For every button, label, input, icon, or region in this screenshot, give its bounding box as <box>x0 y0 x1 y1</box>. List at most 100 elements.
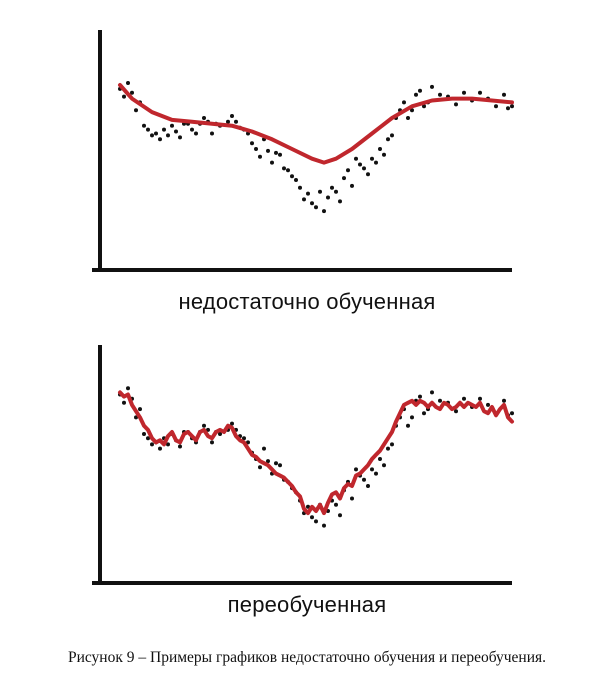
data-point <box>166 442 170 447</box>
fit-curve <box>118 83 514 165</box>
data-point <box>210 131 214 136</box>
data-point <box>366 172 370 177</box>
data-point <box>494 104 498 109</box>
data-point <box>290 174 294 179</box>
data-point <box>406 116 410 120</box>
data-point <box>454 102 458 107</box>
data-point <box>274 150 278 155</box>
data-point <box>142 432 146 436</box>
data-point <box>314 519 318 524</box>
data-point <box>230 114 234 118</box>
data-point <box>230 421 234 426</box>
data-point <box>306 191 310 196</box>
data-point <box>422 411 426 416</box>
data-point <box>478 90 482 95</box>
data-point <box>402 100 406 105</box>
data-point <box>122 94 126 99</box>
data-point <box>322 523 326 528</box>
overfit-label: переобученная <box>227 592 387 617</box>
data-point <box>266 459 270 464</box>
underfit-label: недостаточно обученная <box>178 289 436 314</box>
underfit-chart <box>92 30 514 272</box>
data-point <box>178 444 182 449</box>
data-point <box>362 166 366 171</box>
data-point <box>422 104 426 109</box>
data-point <box>142 123 146 128</box>
data-point <box>370 467 374 472</box>
data-point <box>278 152 282 157</box>
data-point <box>310 515 314 520</box>
data-point <box>386 137 390 142</box>
data-point <box>334 189 338 194</box>
fit-curve <box>118 390 514 516</box>
data-point <box>382 463 386 468</box>
data-point <box>330 185 334 190</box>
data-point <box>430 390 434 395</box>
data-point <box>258 154 262 159</box>
data-point <box>382 152 386 157</box>
data-point <box>502 398 506 403</box>
data-point <box>150 133 154 138</box>
data-point <box>362 477 366 482</box>
scatter-points <box>118 81 514 214</box>
data-point <box>418 394 422 399</box>
data-point <box>502 92 506 97</box>
data-point <box>354 467 358 472</box>
data-point <box>486 402 490 407</box>
data-point <box>150 442 154 447</box>
data-point <box>242 436 246 441</box>
data-point <box>258 465 262 470</box>
data-point <box>286 168 290 173</box>
data-point <box>202 116 206 120</box>
data-point <box>430 84 434 89</box>
data-point <box>218 432 222 436</box>
data-point <box>174 129 178 134</box>
data-point <box>506 106 510 111</box>
data-point <box>322 209 326 214</box>
data-point <box>462 396 466 401</box>
data-point <box>370 156 374 161</box>
data-point <box>266 148 270 153</box>
data-point <box>314 205 318 210</box>
figure-caption: Рисунок 9 – Примеры графиков недостаточн… <box>67 649 547 666</box>
data-point <box>154 131 158 136</box>
data-point <box>326 195 330 200</box>
data-point <box>166 133 170 138</box>
data-point <box>234 119 238 124</box>
data-point <box>126 386 130 391</box>
data-point <box>278 463 282 468</box>
data-point <box>350 496 354 501</box>
data-point <box>378 457 382 461</box>
data-point <box>202 423 206 428</box>
data-point <box>462 90 466 95</box>
data-point <box>510 104 514 109</box>
data-point <box>366 484 370 488</box>
data-point <box>170 123 174 128</box>
data-point <box>274 461 278 466</box>
data-point <box>210 440 214 445</box>
overfit-chart <box>92 345 514 585</box>
data-point <box>146 127 150 132</box>
data-point <box>334 502 338 507</box>
data-point <box>338 199 342 204</box>
data-point <box>438 92 442 97</box>
data-point <box>262 446 266 451</box>
data-point <box>354 156 358 161</box>
data-point <box>390 442 394 447</box>
data-point <box>374 471 378 476</box>
data-point <box>178 135 182 140</box>
data-point <box>414 92 418 97</box>
data-point <box>270 160 274 165</box>
data-point <box>282 166 286 171</box>
data-point <box>134 108 138 113</box>
data-point <box>350 183 354 188</box>
data-point <box>162 127 166 132</box>
data-point <box>410 415 414 420</box>
data-point <box>226 119 230 124</box>
data-point <box>318 189 322 194</box>
data-point <box>158 137 162 142</box>
data-point <box>130 90 134 95</box>
data-point <box>250 141 254 146</box>
data-point <box>346 168 350 173</box>
data-point <box>454 409 458 414</box>
